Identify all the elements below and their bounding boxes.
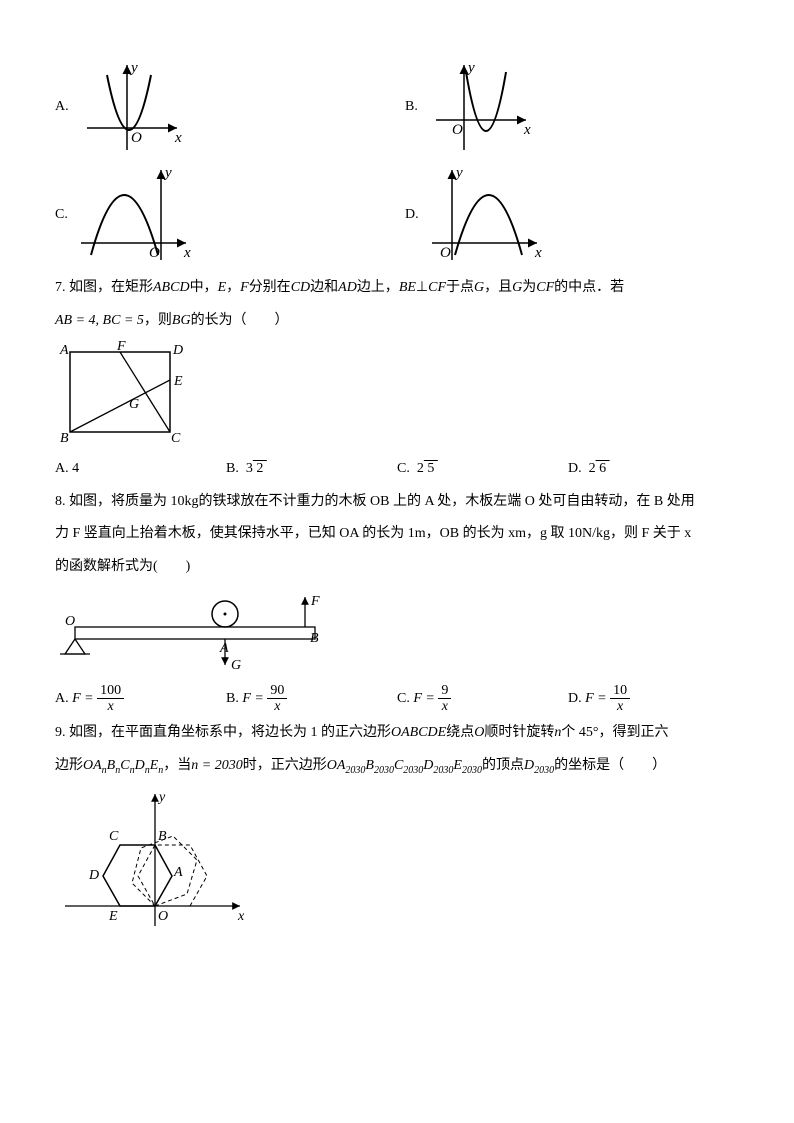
svg-text:A: A	[219, 641, 229, 656]
q7-opt-C: C. 2 5	[397, 456, 568, 483]
svg-text:A: A	[173, 865, 183, 880]
svg-text:A: A	[59, 343, 69, 358]
graph-row-1: A. y x O B. y x O	[55, 60, 739, 155]
q9-line1: 9. 如图，在平面直角坐标系中，将边长为 1 的正六边形OABCDE绕点O顺时针…	[55, 720, 739, 747]
q7-cond: AB = 4, BC = 5，则BG的长为（ ）	[55, 308, 739, 335]
svg-text:O: O	[149, 245, 160, 261]
svg-text:G: G	[129, 397, 139, 412]
svg-text:x: x	[523, 122, 531, 138]
q7-opt-D: D. 2 6	[568, 456, 739, 483]
svg-text:x: x	[174, 130, 182, 146]
svg-text:F: F	[116, 340, 126, 354]
svg-text:x: x	[237, 909, 245, 924]
svg-text:O: O	[131, 130, 142, 146]
svg-text:B: B	[60, 431, 69, 446]
svg-text:y: y	[157, 790, 166, 805]
svg-text:D: D	[88, 868, 99, 883]
svg-text:F: F	[310, 594, 320, 609]
q9-line2: 边形OAnBnCnDnEn，当n = 2030时，正六边形OA2030B2030…	[55, 753, 739, 780]
q8-opt-A: A. F = 100x	[55, 683, 226, 715]
svg-text:y: y	[466, 60, 475, 76]
q7-opt-B: B. 3 2	[226, 456, 397, 483]
q8-opt-C: C. F = 9x	[397, 683, 568, 715]
q9-figure: y x O A B C D E	[55, 786, 255, 936]
graph-row-2: C. y x O D. y x O	[55, 165, 739, 265]
graph-label-A: A.	[55, 94, 69, 121]
svg-text:G: G	[231, 658, 241, 673]
q8-line1: 8. 如图，将质量为 10kg的铁球放在不计重力的木板 OB 上的 A 处，木板…	[55, 489, 739, 516]
svg-text:x: x	[534, 245, 542, 261]
q8-opt-B: B. F = 90x	[226, 683, 397, 715]
svg-text:D: D	[172, 343, 183, 358]
q7-options: A. 4 B. 3 2 C. 2 5 D. 2 6	[55, 456, 739, 483]
svg-text:C: C	[109, 829, 119, 844]
svg-text:C: C	[171, 431, 181, 446]
svg-text:B: B	[158, 829, 167, 844]
graph-D: y x O	[427, 165, 547, 265]
svg-text:O: O	[158, 909, 168, 924]
q8-options: A. F = 100x B. F = 90x C. F = 9x D. F = …	[55, 683, 739, 715]
graph-B: y x O	[426, 60, 536, 155]
q7-figure: A F D E G B C	[55, 340, 185, 450]
q8-line3: 的函数解析式为( )	[55, 554, 739, 581]
svg-text:x: x	[183, 245, 191, 261]
q8-figure: O A B G F	[55, 587, 345, 677]
q8-opt-D: D. F = 10x	[568, 683, 739, 715]
svg-text:E: E	[108, 909, 118, 924]
svg-text:O: O	[65, 614, 75, 629]
svg-text:y: y	[163, 165, 172, 181]
q7-text: 7. 如图，在矩形ABCD中，E，F分别在CD边和AD边上，BE⊥CF于点G，且…	[55, 275, 739, 302]
graph-A: y x O	[77, 60, 187, 155]
svg-text:O: O	[452, 122, 463, 138]
svg-text:B: B	[310, 631, 319, 646]
graph-label-D: D.	[405, 202, 419, 229]
svg-text:y: y	[454, 165, 463, 181]
svg-text:y: y	[129, 60, 138, 76]
graph-label-C: C.	[55, 202, 68, 229]
q7-opt-A: A. 4	[55, 456, 226, 483]
graph-C: y x O	[76, 165, 196, 265]
svg-text:O: O	[440, 245, 451, 261]
svg-text:E: E	[173, 374, 183, 389]
graph-label-B: B.	[405, 94, 418, 121]
q8-line2: 力 F 竖直向上抬着木板，使其保持水平，已知 OA 的长为 1m，OB 的长为 …	[55, 521, 739, 548]
